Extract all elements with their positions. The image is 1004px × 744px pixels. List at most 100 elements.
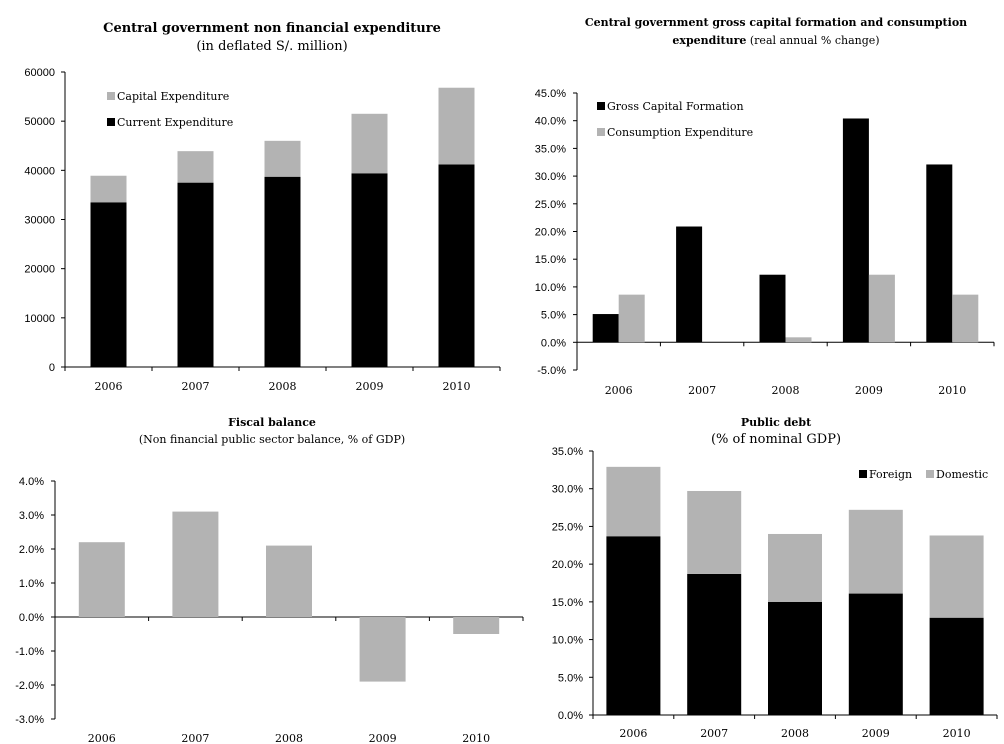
chart4-bar-foreign xyxy=(687,573,742,715)
chart4-subtitle: (% of nominal GDP) xyxy=(711,432,841,447)
chart1-title: Central government non financial expendi… xyxy=(103,21,441,36)
chart1-y-tick-label: 20000 xyxy=(24,264,55,276)
chart2-title: Central government gross capital formati… xyxy=(585,16,967,29)
chart3-x-tick-label: 2007 xyxy=(181,732,209,744)
chart2-x-tick-label: 2009 xyxy=(855,384,883,397)
chart1-legend-label: Current Expenditure xyxy=(117,116,233,129)
chart4-plot: 0.0% 5.0% 10.0% 15.0% 20.0% 25.0% 30.0% 35.0% 20… xyxy=(552,446,998,740)
chart1-y-tick-label: 60000 xyxy=(24,67,55,79)
chart3-bar-value xyxy=(172,511,219,617)
chart3-y-tick-label: 1.0% xyxy=(19,578,44,590)
chart3-plot: -3.0% -2.0% -1.0% 0.0% 1.0% 2.0% 3.0% 4.0% 2006 2… xyxy=(15,476,524,744)
chart1-bar-capital-expenditure xyxy=(438,87,475,165)
chart4-bar-domestic xyxy=(929,535,984,618)
chart3-y-tick-label: 0.0% xyxy=(19,612,44,624)
chart3-y-tick-label: 4.0% xyxy=(19,476,44,488)
chart4-x-tick-label: 2006 xyxy=(619,727,647,740)
chart3-y-tick-label: -3.0% xyxy=(15,714,44,726)
chart2-bar-consumption-expenditure xyxy=(952,294,979,343)
chart1-y-tick-label: 40000 xyxy=(24,165,55,177)
chart4-legend-swatch xyxy=(926,470,934,478)
chart2-legend-swatch xyxy=(597,128,605,136)
chart2-bar-gross-capital-formation xyxy=(592,314,619,343)
chart4-y-tick-label: 15.0% xyxy=(552,597,583,609)
chart4-legend-label: Domestic xyxy=(936,468,988,481)
chart4-y-tick-label: 10.0% xyxy=(552,635,583,647)
chart2-bar-consumption-expenditure xyxy=(618,294,645,343)
chart4-bar-domestic xyxy=(687,490,742,574)
chart4-y-tick-label: 30.0% xyxy=(552,484,583,496)
chart2-y-tick-label: 10.0% xyxy=(535,282,566,294)
chart3-bar-value xyxy=(78,542,125,617)
chart1-legend-label: Capital Expenditure xyxy=(117,90,229,103)
chart2-y-tick-label: 40.0% xyxy=(535,116,566,128)
chart2-subtitle-bold: expenditure xyxy=(672,34,746,47)
chart1-bar-current-expenditure xyxy=(438,164,475,367)
chart1-legend-swatch xyxy=(107,92,115,100)
chart1-x-tick-label: 2008 xyxy=(269,380,297,393)
chart2-y-tick-label: 0.0% xyxy=(541,337,566,349)
chart2-bar-gross-capital-formation xyxy=(759,274,786,343)
chart1-y-tick-label: 50000 xyxy=(24,116,55,128)
chart3-bar-value xyxy=(359,617,406,682)
chart1-bar-current-expenditure xyxy=(177,182,214,367)
chart4-title: Public debt xyxy=(741,416,812,429)
chart2-bar-consumption-expenditure xyxy=(785,337,812,343)
chart1-x-tick-label: 2006 xyxy=(95,380,123,393)
chart2-plot: -5.0% 0.0% 5.0% 10.0% 15.0% 20.0% 25.0% 30.0% 35… xyxy=(535,88,995,397)
chart4-x-tick-label: 2009 xyxy=(862,727,890,740)
chart3-x-tick-label: 2008 xyxy=(275,732,303,744)
chart1-bar-capital-expenditure xyxy=(177,151,214,183)
chart3-y-tick-label: 3.0% xyxy=(19,510,44,522)
chart4-x-tick-label: 2010 xyxy=(943,727,971,740)
chart1-bar-capital-expenditure xyxy=(90,175,127,203)
chart1-subtitle: (in deflated S/. million) xyxy=(196,39,347,54)
chart4-bar-foreign xyxy=(848,593,903,715)
chart2-legend-label: Consumption Expenditure xyxy=(607,126,753,139)
chart4-bar-foreign xyxy=(929,617,984,715)
chart4-bar-domestic xyxy=(606,466,661,537)
chart2-y-tick-label: -5.0% xyxy=(537,365,566,377)
chart1-y-tick-label: 0 xyxy=(49,362,55,374)
chart2-bar-consumption-expenditure xyxy=(868,274,895,343)
chart1-bar-current-expenditure xyxy=(264,176,301,367)
chart2-y-tick-label: 35.0% xyxy=(535,143,566,155)
chart2-y-tick-label: 15.0% xyxy=(535,254,566,266)
chart3-y-tick-label: -1.0% xyxy=(15,646,44,658)
chart3-y-tick-label: 2.0% xyxy=(19,544,44,556)
chart2-x-tick-label: 2008 xyxy=(772,384,800,397)
chart4-y-tick-label: 35.0% xyxy=(552,446,583,458)
chart1-bar-current-expenditure xyxy=(90,202,127,367)
chart3-x-tick-label: 2010 xyxy=(462,732,490,744)
chart2-legend-swatch xyxy=(597,102,605,110)
chart4-x-tick-label: 2008 xyxy=(781,727,809,740)
chart2-y-tick-label: 25.0% xyxy=(535,199,566,211)
chart1-x-tick-label: 2007 xyxy=(182,380,210,393)
chart4-bar-domestic xyxy=(768,533,822,602)
chart2-x-tick-label: 2010 xyxy=(938,384,966,397)
chart1-bar-capital-expenditure xyxy=(351,113,388,174)
chart4-legend-swatch xyxy=(859,470,867,478)
chart1-y-tick-label: 30000 xyxy=(24,215,55,227)
chart4-bar-foreign xyxy=(606,536,661,715)
chart2-bar-gross-capital-formation xyxy=(676,226,703,343)
chart2-bar-gross-capital-formation xyxy=(926,164,953,343)
chart2-bar-gross-capital-formation xyxy=(842,118,869,343)
chart3-subtitle: (Non financial public sector balance, % … xyxy=(139,433,405,446)
chart2-subtitle-normal: (real annual % change) xyxy=(746,34,879,47)
chart1-plot: 0 10000 20000 30000 40000 50000 60000 2006 2007 2… xyxy=(24,67,501,393)
chart4-y-tick-label: 25.0% xyxy=(552,521,583,533)
chart1-x-tick-label: 2010 xyxy=(443,380,471,393)
chart3-x-tick-label: 2009 xyxy=(369,732,397,744)
chart2-y-tick-label: 20.0% xyxy=(535,227,566,239)
chart1-x-tick-label: 2009 xyxy=(356,380,384,393)
chart2-y-tick-label: 30.0% xyxy=(535,171,566,183)
chart3-x-tick-label: 2006 xyxy=(88,732,116,744)
chart2-subtitle: expenditure (real annual % change) xyxy=(672,34,879,47)
chart3-title: Fiscal balance xyxy=(228,416,316,429)
chart2-legend-label: Gross Capital Formation xyxy=(607,100,744,113)
chart2-y-tick-label: 45.0% xyxy=(535,88,566,100)
chart4-bar-foreign xyxy=(768,601,822,715)
chart1-legend-swatch xyxy=(107,118,115,126)
